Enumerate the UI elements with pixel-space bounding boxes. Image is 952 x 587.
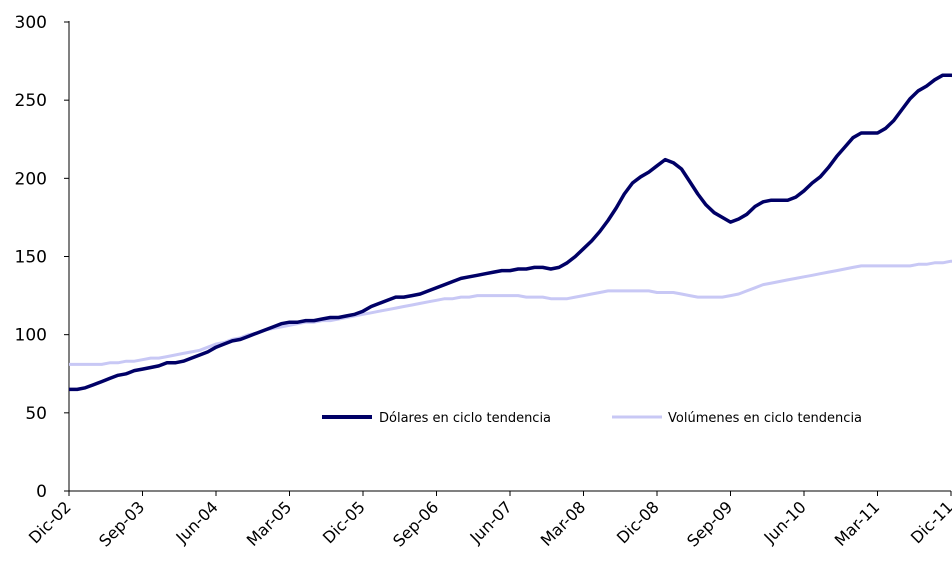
y-tick-label: 150 xyxy=(15,248,47,268)
x-tick-label: Sep-09 xyxy=(683,497,736,550)
y-tick-label: 0 xyxy=(36,482,47,502)
legend-label-volumenes: Volúmenes en ciclo tendencia xyxy=(668,411,862,426)
legend: Dólares en ciclo tendencia Volúmenes en … xyxy=(322,411,862,426)
y-tick-label: 100 xyxy=(15,326,47,346)
x-tick-label: Sep-06 xyxy=(389,497,442,550)
x-tick-label: Dic-02 xyxy=(25,497,75,547)
x-tick-label: Jun-07 xyxy=(466,497,516,547)
y-tick-label: 300 xyxy=(15,13,47,33)
x-tick-label: Jun-10 xyxy=(760,497,810,547)
x-tick-label: Dic-08 xyxy=(613,497,663,547)
axes-layer: 0 50 100 150 200 250 300 Dic-02 Sep-03 Jun-04 Mar-… xyxy=(15,13,952,551)
x-tick-label: Jun-04 xyxy=(172,497,222,547)
x-tick-label: Dic-05 xyxy=(319,497,369,547)
x-tick-label: Mar-11 xyxy=(831,497,884,550)
legend-label-dolares: Dólares en ciclo tendencia xyxy=(379,411,551,426)
series-line-0 xyxy=(69,73,952,392)
y-tick-label: 200 xyxy=(15,169,47,189)
x-tick-label: Sep-03 xyxy=(95,497,148,550)
y-tick-label: 50 xyxy=(25,404,47,424)
x-tick-label: Dic-11 xyxy=(907,497,952,547)
series-line-1 xyxy=(69,259,952,366)
x-tick-label: Mar-08 xyxy=(537,497,590,550)
series-layer xyxy=(69,73,952,392)
y-tick-label: 250 xyxy=(15,91,47,111)
x-tick-label: Mar-05 xyxy=(243,497,296,550)
